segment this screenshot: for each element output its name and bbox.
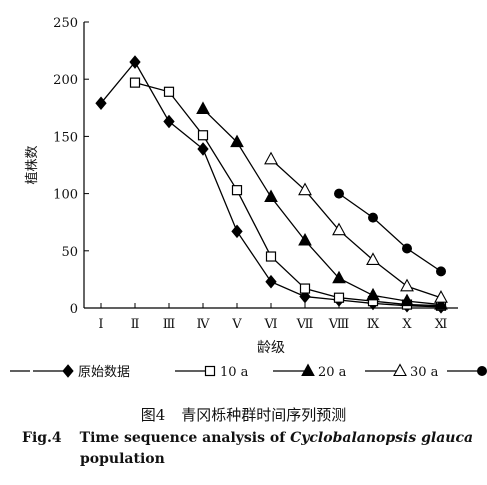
data-point (400, 293, 414, 307)
data-point (129, 55, 141, 69)
x-tick-label: Ⅳ (197, 317, 211, 332)
data-point (434, 290, 448, 303)
caption-en-number: Fig.4 (22, 430, 62, 446)
data-point (95, 96, 107, 111)
legend-item: 30 a (365, 363, 439, 380)
x-tick-label: Ⅷ (328, 317, 349, 332)
data-point (265, 274, 277, 289)
caption-zh-number: 图4 (140, 406, 166, 424)
legend-item: 40 a (447, 366, 487, 376)
series-line (134, 82, 442, 307)
y-axis-label: 植株数 (25, 145, 40, 184)
legend-marker (393, 363, 407, 377)
y-tick-label: 200 (53, 73, 78, 88)
data-point (129, 77, 141, 88)
series-4 (264, 151, 448, 303)
data-point (334, 188, 344, 199)
legend-label: 20 a (318, 365, 347, 380)
figure-caption-english: Fig.4 Time sequence analysis of Cyclobala… (22, 428, 482, 470)
data-point (197, 130, 209, 141)
x-tick-label: Ⅸ (367, 317, 380, 332)
data-point (264, 151, 278, 165)
x-tick-label: Ⅵ (263, 317, 277, 332)
x-tick-label: Ⅱ (131, 317, 140, 332)
data-point (163, 114, 175, 129)
data-point (299, 283, 311, 294)
legend-marker (204, 365, 216, 377)
series-line (270, 158, 442, 299)
y-tick-label: 150 (53, 130, 78, 145)
x-tick-label: Ⅴ (231, 317, 242, 332)
legend-marker (62, 364, 74, 378)
caption-zh-title: 青冈栎种群时间序列预测 (181, 406, 347, 424)
data-point (333, 292, 345, 303)
series-line (338, 193, 442, 272)
data-point (298, 232, 312, 246)
x-tick-label: Ⅹ (402, 317, 412, 332)
data-point (436, 266, 446, 277)
series-layer (95, 55, 448, 314)
data-point (163, 86, 175, 97)
x-tick-label: Ⅰ (98, 317, 103, 332)
caption-en-title-species: Cyclobalanopsis glauca (290, 430, 474, 446)
legend-item: 10 a (175, 365, 249, 380)
legend-item: 20 a (273, 363, 347, 380)
figure-caption-chinese: 图4 青冈栎种群时间序列预测 (0, 404, 487, 425)
data-point (368, 212, 378, 223)
series-2 (129, 77, 447, 311)
series-5 (334, 188, 446, 277)
x-tick-label: Ⅶ (296, 317, 314, 332)
caption-en-title-suffix: population (80, 451, 165, 467)
y-tick-label: 100 (53, 188, 78, 203)
data-point (231, 224, 243, 239)
data-point (197, 142, 209, 156)
data-point (332, 270, 346, 284)
y-tick-label: 250 (53, 16, 78, 31)
x-tick-label: Ⅺ (435, 317, 448, 332)
data-point (434, 297, 448, 310)
data-point (400, 278, 414, 292)
legend: 原始数据 10 a 20 a 30 a 40 a (10, 363, 487, 380)
data-point (230, 134, 244, 148)
series-line (202, 108, 442, 306)
data-point (366, 252, 380, 266)
legend-marker (477, 366, 487, 376)
legend-label: 30 a (410, 365, 439, 380)
legend-marker (301, 363, 315, 376)
y-tick-label: 0 (70, 302, 78, 317)
data-point (264, 189, 278, 203)
data-point (332, 222, 346, 236)
x-tick-label: Ⅲ (163, 317, 176, 332)
data-point (231, 185, 243, 196)
data-point (402, 243, 412, 254)
x-axis-label: 龄级 (257, 340, 285, 356)
data-point (298, 182, 312, 196)
series-3 (196, 101, 448, 310)
legend-item: 原始数据 (33, 364, 130, 380)
data-point (265, 251, 277, 262)
data-point (196, 101, 210, 114)
legend-label: 原始数据 (78, 365, 130, 380)
caption-en-title-prefix: Time sequence analysis of (79, 430, 291, 446)
data-point (366, 287, 380, 301)
series-1 (95, 55, 447, 314)
series-line (100, 60, 442, 308)
y-tick-label: 50 (61, 245, 78, 260)
legend-label: 10 a (220, 365, 249, 380)
